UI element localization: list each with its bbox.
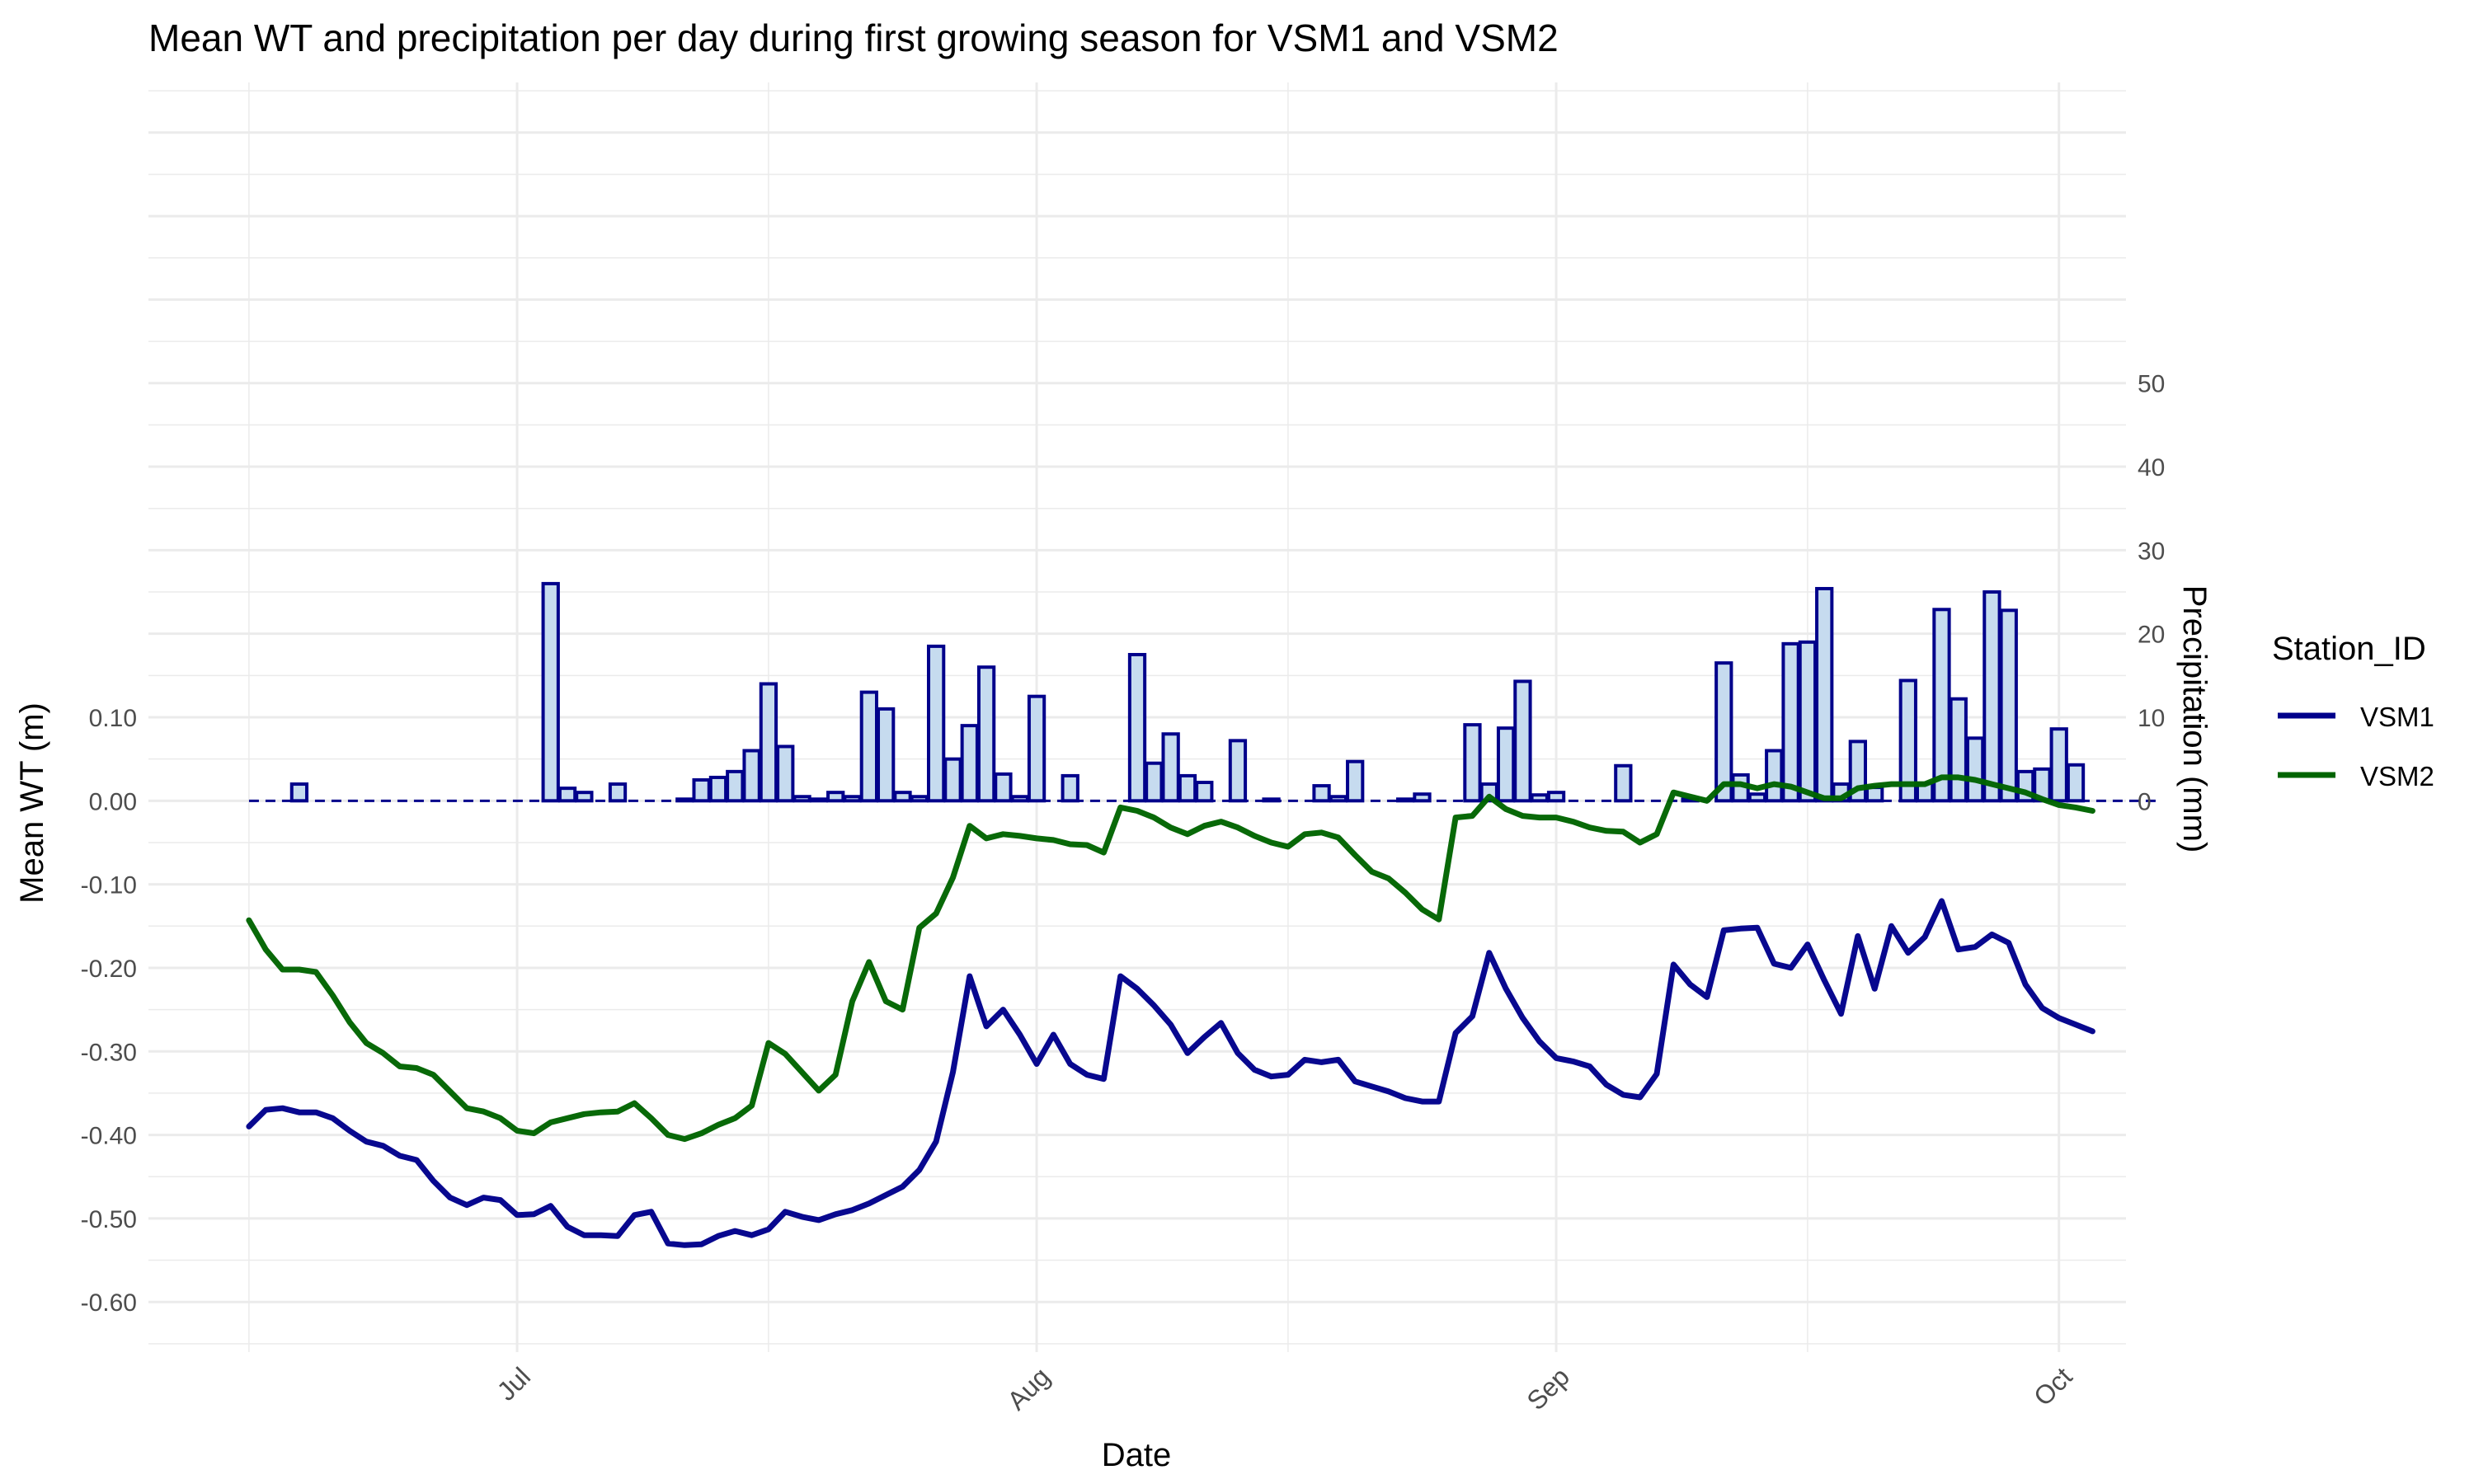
y2-tick-label: 20	[2138, 622, 2165, 649]
precipitation-bar	[2066, 763, 2086, 803]
chart-title: Mean WT and precipitation per day during…	[148, 16, 1559, 59]
precipitation-bar	[1195, 781, 1214, 803]
precipitation-bar	[575, 791, 594, 803]
y2-axis-ticks: 0 10 20 30 40 50	[2138, 371, 2165, 816]
y2-tick-label: 30	[2138, 538, 2165, 565]
precipitation-bar	[910, 795, 929, 803]
x-tick-label: Sep	[1521, 1361, 1575, 1416]
y-axis-label: Mean WT (m)	[14, 702, 50, 904]
precipitation-bar	[742, 749, 761, 803]
precipitation-bar	[541, 581, 560, 803]
precipitation-bar	[1932, 608, 1951, 803]
precipitation-bar	[1010, 795, 1029, 803]
precipitation-bar	[877, 707, 896, 803]
y-tick-label: -0.10	[81, 872, 137, 899]
precipitation-bar	[708, 775, 728, 803]
legend: Station_ID VSM1 VSM2	[2272, 631, 2434, 791]
y2-tick-label: 40	[2138, 454, 2165, 481]
y2-tick-label: 50	[2138, 371, 2165, 398]
precipitation-bar	[1127, 653, 1147, 803]
precipitation-bar	[1614, 763, 1633, 803]
precipitation-bar	[692, 777, 711, 803]
x-axis-ticks: Jul Aug Sep Oct	[492, 1361, 2078, 1416]
precipitation-bar	[608, 782, 628, 803]
precipitation-bar	[926, 644, 946, 803]
y-tick-label: 0.00	[89, 788, 137, 815]
precipitation-bar	[1815, 586, 1834, 803]
precipitation-bar	[1145, 761, 1164, 803]
precipitation-bar	[1546, 791, 1566, 803]
y2-tick-label: 0	[2138, 788, 2152, 815]
precipitation-bar	[1061, 773, 1079, 803]
x-tick-label: Oct	[2028, 1361, 2078, 1411]
precipitation-bar	[1178, 773, 1197, 803]
precipitation-bar	[1765, 749, 1784, 803]
precipitation-bar	[1463, 723, 1482, 803]
y-tick-label: -0.40	[81, 1123, 137, 1150]
x-axis-label: Date	[1102, 1437, 1172, 1473]
precipitation-bar	[776, 744, 795, 803]
precipitation-bar	[960, 724, 979, 803]
precipitation-bar	[976, 665, 996, 803]
precipitation-bar	[1999, 608, 2018, 803]
y2-tick-label: 10	[2138, 705, 2165, 732]
precipitation-bar	[994, 772, 1013, 803]
precipitation-bar	[1714, 661, 1733, 803]
y-axis-ticks: 0.10 0.00 -0.10 -0.20 -0.30 -0.40 -0.50 -0.60	[81, 705, 137, 1317]
precipitation-bar	[893, 791, 912, 803]
precipitation-bar	[1965, 736, 1985, 803]
series-lines	[246, 774, 2095, 1248]
precipitation-bar	[759, 682, 778, 803]
precipitation-bar	[1228, 739, 1248, 803]
y-tick-label: -0.30	[81, 1039, 137, 1066]
legend-label-vsm2: VSM2	[2360, 761, 2434, 791]
y-tick-label: 0.10	[89, 705, 137, 732]
series-line-vsm2	[246, 774, 2095, 1143]
x-tick-label: Aug	[1001, 1361, 1056, 1416]
precipitation-bar	[1798, 640, 1818, 803]
precipitation-bar	[859, 690, 878, 803]
y-tick-label: -0.60	[81, 1289, 137, 1317]
precipitation-bar	[1346, 759, 1365, 803]
y-tick-label: -0.20	[81, 956, 137, 983]
precipitation-bars	[289, 581, 2086, 803]
precipitation-bar	[1312, 784, 1331, 803]
precipitation-bar	[726, 769, 745, 803]
precipitation-bar	[1027, 694, 1047, 803]
precipitation-bar	[1781, 641, 1800, 803]
precipitation-bar	[1949, 697, 1968, 803]
y-tick-label: -0.50	[81, 1206, 137, 1233]
precipitation-bar	[1982, 590, 2001, 803]
precipitation-bar	[1513, 679, 1532, 803]
legend-title: Station_ID	[2272, 631, 2426, 667]
y2-axis-label: Precipitation (mm)	[2176, 585, 2213, 853]
series-line-vsm1	[246, 898, 2095, 1248]
precipitation-bar	[1161, 732, 1180, 803]
precipitation-bar	[1496, 726, 1516, 803]
precipitation-bar	[826, 791, 845, 803]
precipitation-bar	[289, 782, 309, 803]
legend-label-vsm1: VSM1	[2360, 702, 2434, 732]
x-tick-label: Jul	[492, 1361, 536, 1406]
precipitation-bar	[557, 787, 577, 803]
precipitation-bar	[2049, 727, 2068, 803]
precipitation-bar	[943, 757, 962, 803]
